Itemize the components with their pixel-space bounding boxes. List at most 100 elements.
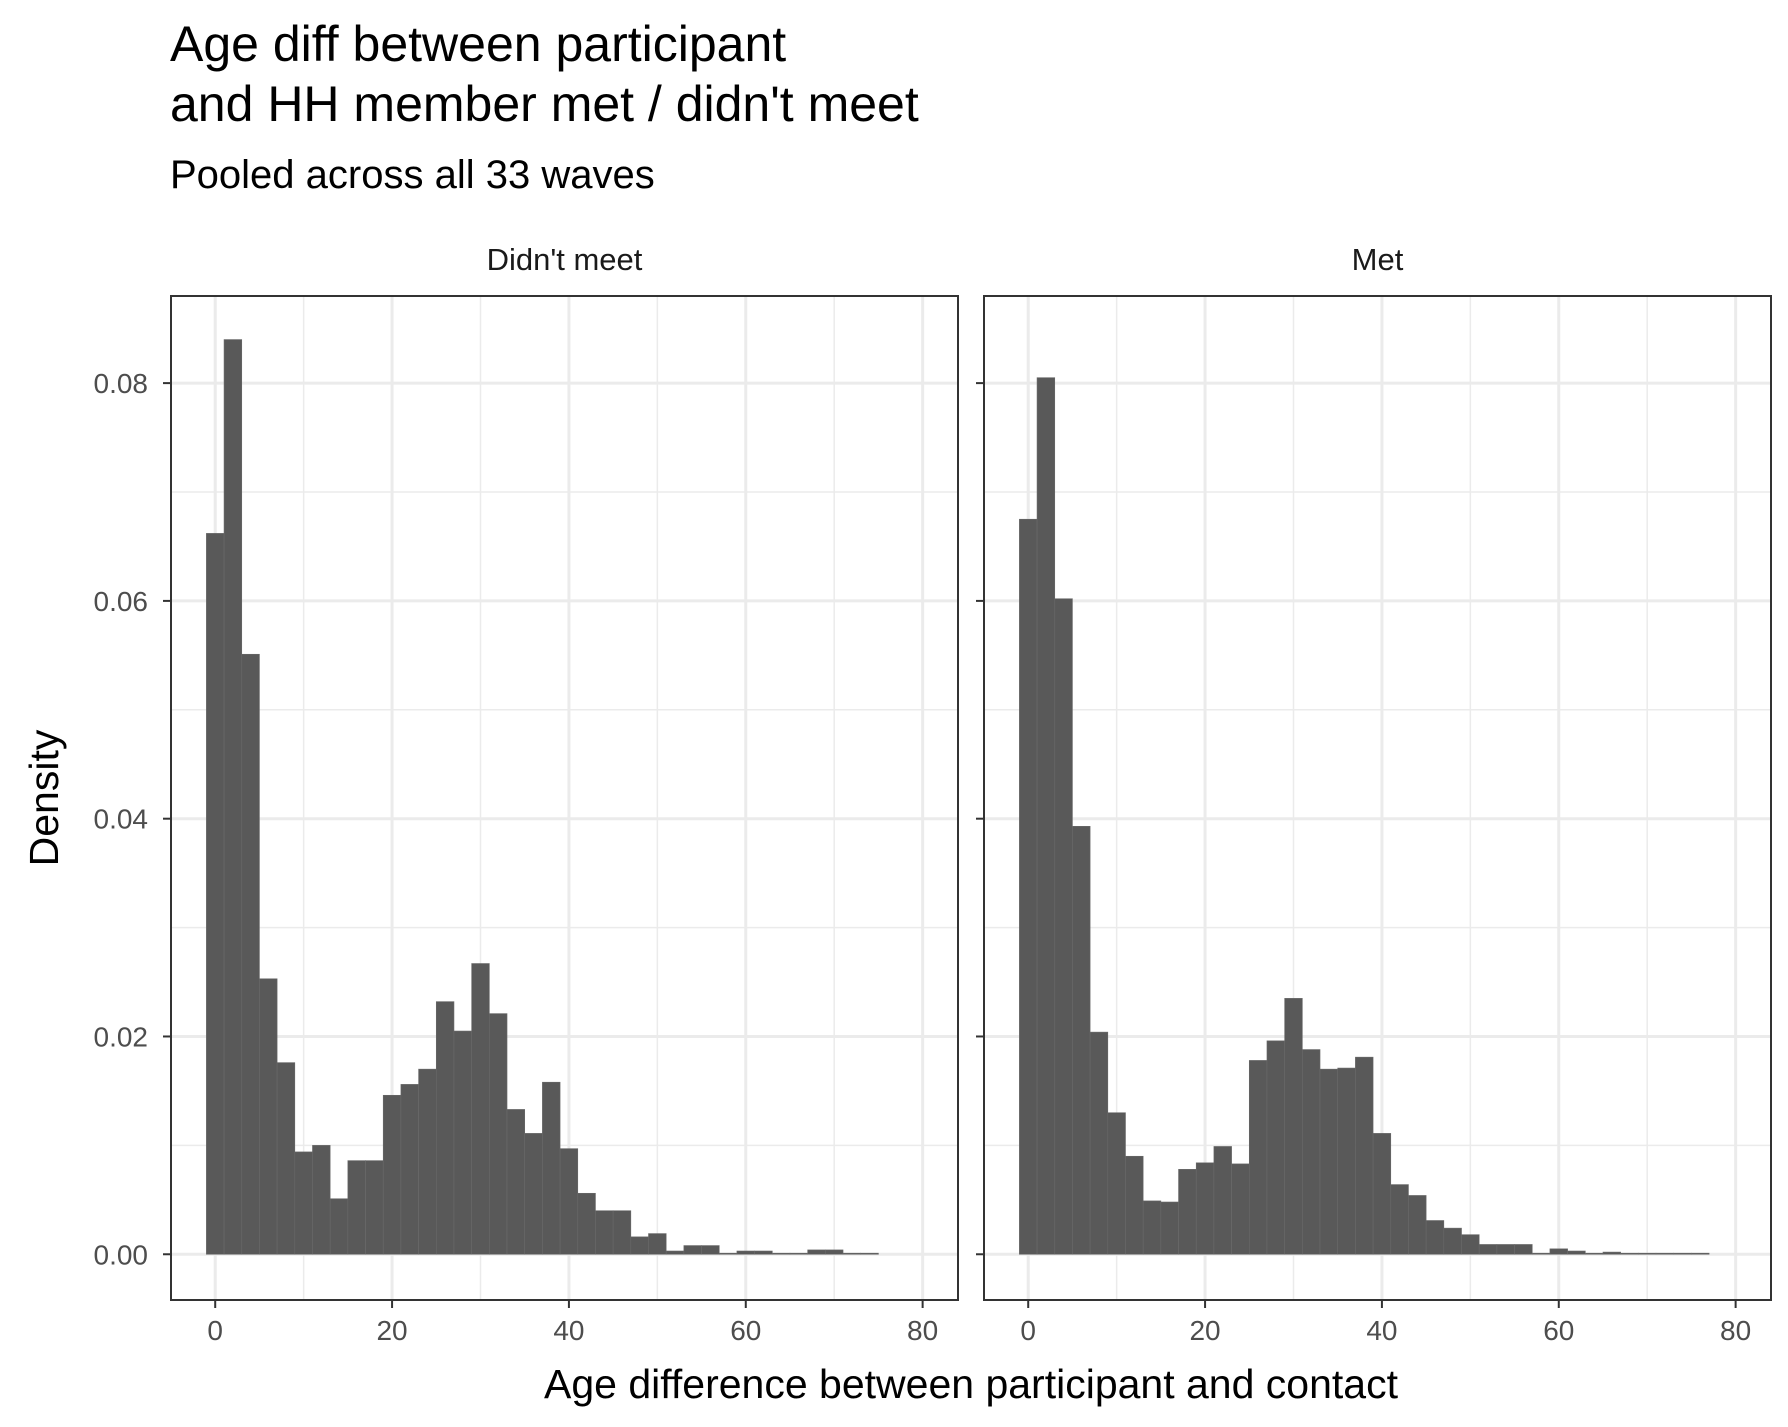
histogram-bar xyxy=(1319,1068,1339,1255)
histogram-bar xyxy=(418,1068,437,1255)
histogram-bar xyxy=(400,1084,419,1255)
histogram-bar xyxy=(1549,1248,1568,1255)
histogram-bar xyxy=(1585,1252,1604,1255)
facet-label-didn-t-meet: Didn't meet xyxy=(487,242,643,277)
histogram-bar xyxy=(825,1249,844,1255)
histogram-bar xyxy=(1390,1184,1409,1255)
facet-label-met: Met xyxy=(1352,242,1404,277)
y-axis-title: Density xyxy=(21,729,67,866)
y-tick-label: 0.04 xyxy=(94,804,149,835)
histogram-bar xyxy=(860,1252,879,1255)
histogram-bar xyxy=(1372,1133,1392,1255)
histogram-bar xyxy=(506,1109,526,1255)
histogram-bar xyxy=(1655,1252,1675,1255)
x-tick-label: 40 xyxy=(1366,1315,1397,1346)
histogram-bar xyxy=(276,1062,296,1255)
histogram-bar xyxy=(1620,1252,1639,1255)
histogram-bar xyxy=(312,1145,331,1255)
histogram-bar xyxy=(206,533,225,1255)
histogram-bar xyxy=(1302,1049,1321,1255)
x-tick-label: 20 xyxy=(1189,1315,1220,1346)
y-tick-label: 0.06 xyxy=(94,586,149,617)
histogram-bar xyxy=(630,1236,649,1255)
x-tick-label: 20 xyxy=(376,1315,407,1346)
y-tick-label: 0.00 xyxy=(94,1239,149,1270)
histogram-bar xyxy=(1673,1252,1692,1255)
x-tick-label: 0 xyxy=(207,1315,223,1346)
histogram-bar xyxy=(1337,1067,1356,1255)
histogram-bar xyxy=(612,1210,632,1255)
histogram-bar xyxy=(1072,826,1091,1255)
panel-background-didn-t-meet xyxy=(171,296,958,1300)
histogram-bar xyxy=(435,1001,455,1255)
histogram-bar xyxy=(1567,1250,1586,1255)
histogram-bar xyxy=(471,963,490,1255)
histogram-bar xyxy=(754,1250,773,1255)
panel-border-met xyxy=(983,295,1772,1301)
x-tick-label: 60 xyxy=(730,1315,761,1346)
y-tick-label: 0.02 xyxy=(94,1021,149,1052)
x-tick-label: 80 xyxy=(1720,1315,1751,1346)
histogram-bar xyxy=(1425,1220,1445,1255)
histogram-bar xyxy=(1231,1163,1250,1255)
chart-subtitle: Pooled across all 33 waves xyxy=(170,153,655,197)
histogram-bar xyxy=(1531,1252,1551,1255)
histogram-bar xyxy=(577,1192,596,1255)
x-tick-label: 40 xyxy=(553,1315,584,1346)
histogram-bar xyxy=(1496,1244,1515,1255)
histogram-bar xyxy=(842,1252,862,1255)
histogram-bar xyxy=(1514,1244,1533,1255)
histogram-bar xyxy=(559,1148,579,1255)
histogram-bar xyxy=(772,1252,791,1255)
histogram-bar xyxy=(347,1160,366,1255)
histogram-bar xyxy=(701,1245,720,1255)
histogram-bar xyxy=(1125,1155,1144,1255)
histogram-bar xyxy=(1638,1252,1657,1255)
histogram-bar xyxy=(665,1250,685,1255)
x-axis-title: Age difference between participant and c… xyxy=(544,1361,1399,1407)
panel-border-didn-t-meet xyxy=(170,295,959,1301)
histogram-bar xyxy=(1408,1195,1427,1255)
histogram-bar xyxy=(648,1233,667,1255)
histogram-bar xyxy=(683,1245,702,1255)
histogram-bar xyxy=(1036,377,1056,1255)
histogram-bar xyxy=(1461,1234,1480,1255)
histogram-bar xyxy=(1107,1112,1126,1255)
histogram-bar xyxy=(1142,1200,1162,1255)
histogram-bar xyxy=(1284,998,1303,1255)
histogram-bar xyxy=(382,1094,402,1255)
histogram-bar xyxy=(736,1250,755,1255)
x-tick-label: 0 xyxy=(1020,1315,1036,1346)
histogram-bar xyxy=(1443,1227,1462,1255)
histogram-bar xyxy=(241,653,260,1255)
histogram-bar xyxy=(329,1198,349,1255)
chart-title-line-1: Age diff between participant xyxy=(170,16,787,72)
chart-title: Age diff between participant and HH memb… xyxy=(170,14,919,134)
histogram-bar xyxy=(453,1030,472,1255)
histogram-bar xyxy=(595,1210,614,1255)
histogram-bar xyxy=(718,1252,738,1255)
histogram-bar xyxy=(1478,1244,1498,1255)
histogram-bar xyxy=(1178,1169,1197,1255)
histogram-bar xyxy=(1213,1146,1232,1255)
histogram-bar xyxy=(259,978,278,1255)
histogram-bar xyxy=(1266,1040,1285,1255)
histogram-bar xyxy=(1054,598,1073,1255)
histogram-bar xyxy=(1691,1252,1710,1255)
y-tick-label: 0.08 xyxy=(94,368,149,399)
x-tick-label: 80 xyxy=(907,1315,938,1346)
histogram-bar xyxy=(1160,1201,1179,1255)
histogram-bar xyxy=(1089,1031,1109,1255)
histogram-bar xyxy=(789,1252,808,1255)
histogram-bar xyxy=(1602,1251,1621,1255)
histogram-bar xyxy=(524,1133,543,1255)
chart-title-line-2: and HH member met / didn't meet xyxy=(170,76,919,132)
x-tick-label: 60 xyxy=(1543,1315,1574,1346)
histogram-bar xyxy=(489,1013,508,1255)
histogram-bar xyxy=(294,1151,313,1255)
histogram-bar xyxy=(1355,1056,1374,1255)
histogram-bar xyxy=(807,1249,826,1255)
histogram-bar xyxy=(365,1160,384,1255)
histogram-bar xyxy=(1019,518,1038,1255)
